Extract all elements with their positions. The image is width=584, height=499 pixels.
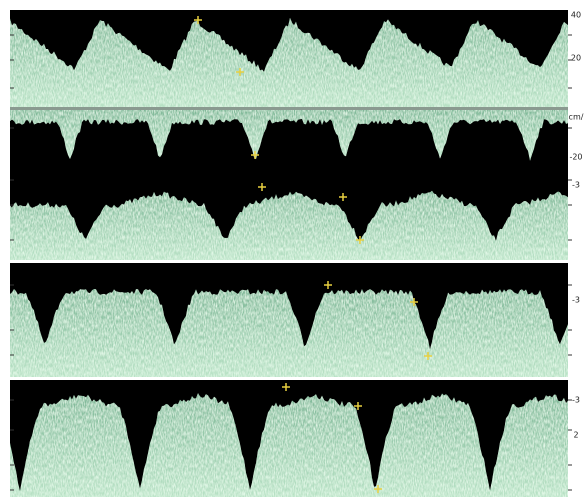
scale-label: 40 <box>571 11 581 20</box>
scale-label: -20 <box>569 153 582 162</box>
doppler-image: 40 20 cm/ -20 -3 -3 -3 2 <box>0 0 584 499</box>
scale-label: -3 <box>572 181 580 190</box>
scale-label: 2 <box>573 431 578 440</box>
divider <box>10 107 568 110</box>
doppler-signal <box>10 289 568 377</box>
scale-label: cm/ <box>569 113 584 122</box>
scale-label: -3 <box>572 296 580 305</box>
scale-label: -3 <box>572 396 580 405</box>
scale-label: 20 <box>571 54 581 63</box>
doppler-signal <box>10 18 568 107</box>
